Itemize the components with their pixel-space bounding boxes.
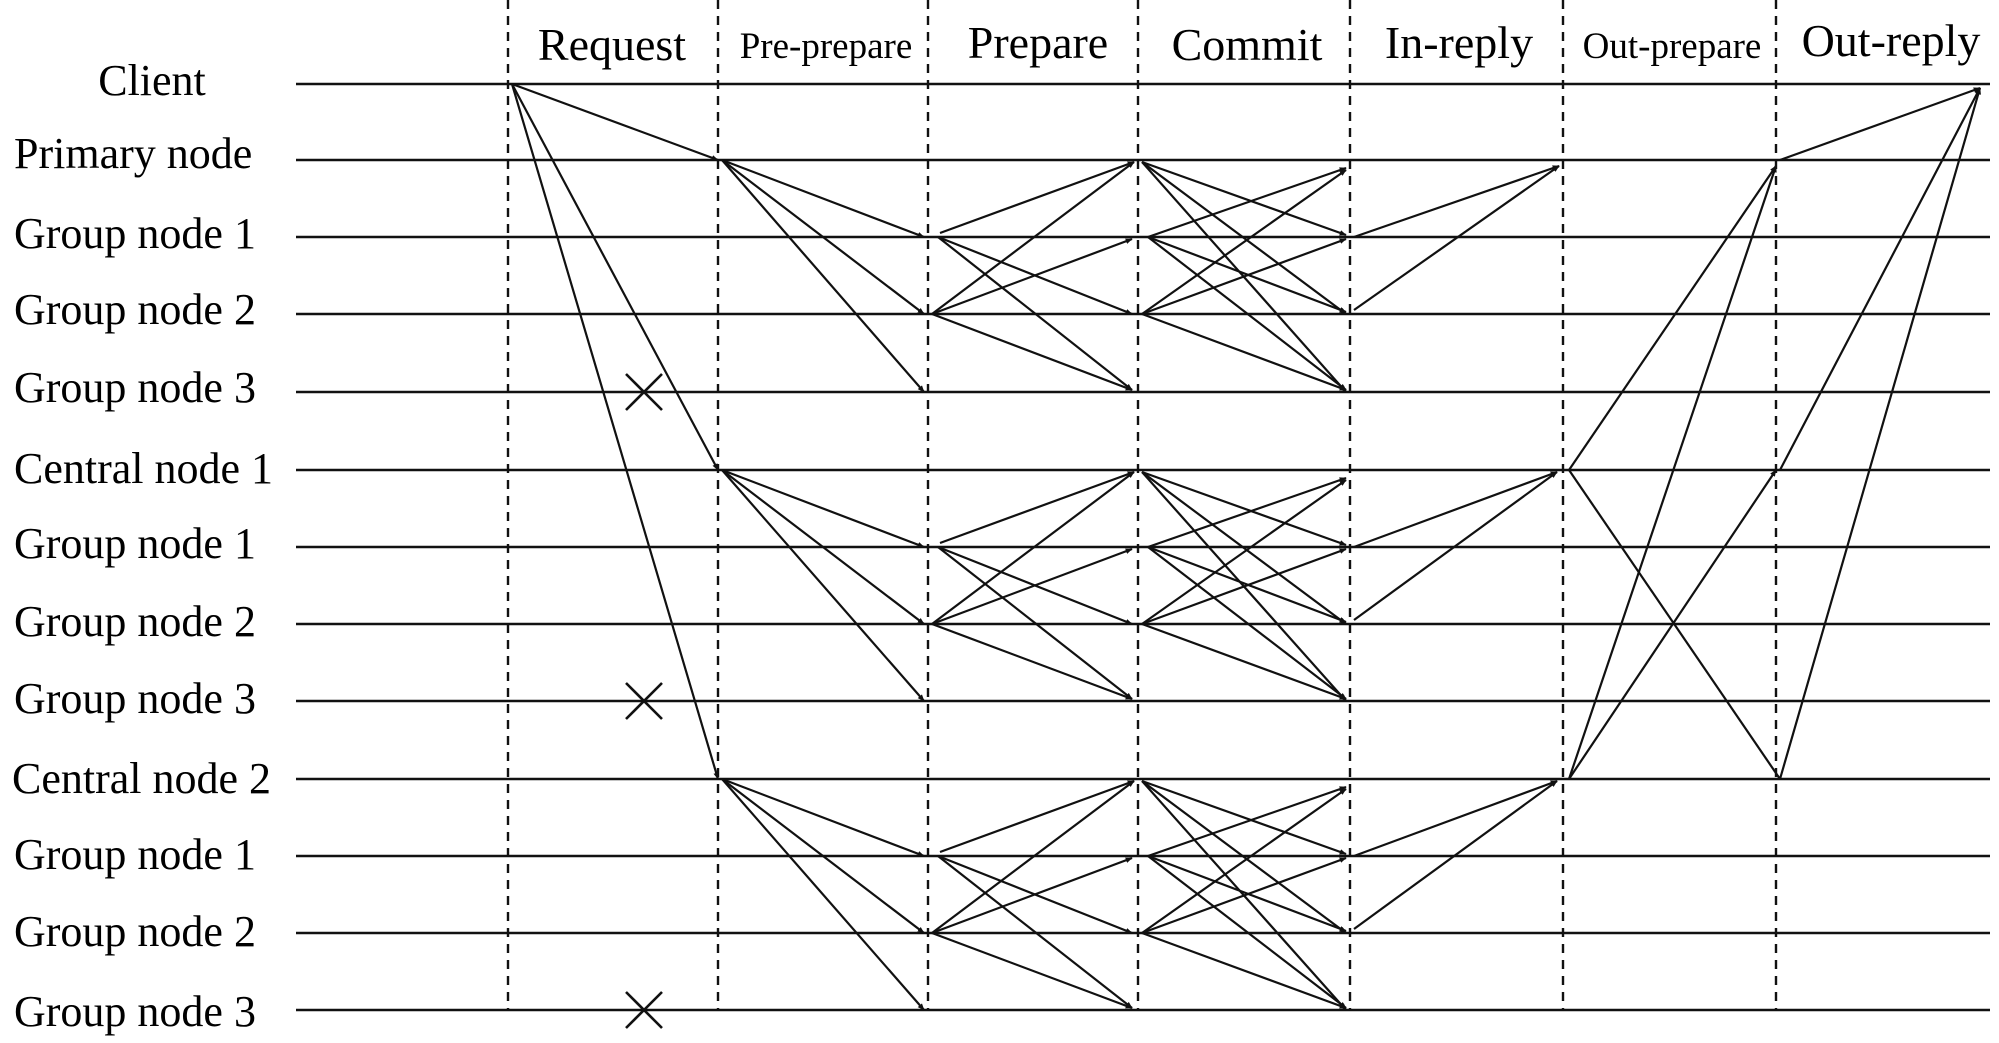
node-label-group-node-2-c: Group node 2	[14, 907, 256, 956]
failure-x-stroke	[625, 373, 663, 411]
message-arrow-2	[510, 83, 720, 780]
failure-markers	[625, 373, 663, 1029]
message-arrow-62	[1353, 780, 1558, 930]
message-arrow-19	[1141, 237, 1347, 316]
phase-boundaries	[506, 0, 1778, 1010]
phase-label-out-reply: Out-reply	[1802, 15, 1981, 66]
message-arrows	[510, 82, 1982, 1011]
message-arrow-33	[1141, 471, 1347, 625]
message-arrow-41	[1353, 470, 1558, 549]
node-label-group-node-1-a: Group node 1	[14, 209, 256, 258]
message-arrow-12	[1141, 160, 1347, 237]
node-label-central-node-1: Central node 1	[14, 444, 273, 493]
message-arrow-44	[721, 778, 925, 934]
message-arrow-9	[931, 161, 1135, 315]
message-arrow-69	[1778, 87, 1982, 780]
message-arrow-30	[931, 547, 1133, 626]
message-arrow-18	[1141, 169, 1347, 315]
message-arrow-29	[931, 471, 1135, 625]
message-arrow-5	[721, 159, 925, 393]
message-arrow-52	[1141, 779, 1347, 856]
message-arrow-28	[937, 546, 1133, 700]
failure-x-icon	[625, 682, 663, 720]
message-arrow-67	[1779, 86, 1981, 162]
message-arrow-11	[931, 312, 1133, 392]
message-arrow-39	[1141, 547, 1347, 626]
failure-x-stroke	[625, 991, 663, 1029]
message-arrow-1	[511, 83, 719, 471]
message-arrow-68	[1779, 87, 1981, 471]
message-arrow-25	[721, 469, 925, 702]
message-arrow-21	[1353, 164, 1560, 239]
node-label-group-node-1-c: Group node 1	[14, 830, 256, 879]
node-label-group-node-3-c: Group node 3	[14, 987, 256, 1036]
node-timelines	[296, 82, 1990, 1012]
message-arrow-22	[1353, 165, 1560, 311]
message-arrow-35	[1147, 476, 1347, 549]
message-arrow-43	[721, 777, 925, 858]
message-arrow-59	[1141, 856, 1347, 935]
node-labels: Client Primary node Group node 1 Group n…	[12, 56, 273, 1036]
message-arrow-46	[939, 779, 1135, 854]
phase-label-pre-prepare: Pre-prepare	[740, 26, 913, 67]
phase-label-out-prepare: Out-prepare	[1583, 26, 1762, 67]
phase-label-request: Request	[538, 19, 686, 70]
message-arrow-63	[1568, 165, 1777, 471]
message-arrow-31	[931, 622, 1133, 701]
message-arrow-32	[1141, 470, 1347, 547]
node-label-group-node-3-a: Group node 3	[14, 363, 256, 412]
failure-x-icon	[625, 373, 663, 411]
node-label-group-node-3-b: Group node 3	[14, 674, 256, 723]
phase-labels: Request Pre-prepare Prepare Commit In-re…	[538, 15, 1981, 70]
message-arrow-24	[721, 469, 925, 625]
node-label-group-node-2-b: Group node 2	[14, 597, 256, 646]
phase-label-prepare: Prepare	[968, 17, 1108, 68]
phase-label-in-reply: In-reply	[1385, 17, 1533, 68]
message-arrow-45	[721, 778, 925, 1011]
node-label-group-node-1-b: Group node 1	[14, 519, 256, 568]
message-arrow-26	[939, 470, 1135, 545]
message-arrow-20	[1141, 312, 1347, 392]
message-arrow-6	[939, 160, 1135, 235]
message-arrow-60	[1141, 931, 1347, 1010]
failure-x-icon	[625, 991, 663, 1029]
message-arrow-4	[721, 159, 925, 315]
message-arrow-37	[1147, 546, 1347, 700]
message-arrow-48	[937, 855, 1133, 1009]
message-arrow-66	[1568, 469, 1781, 780]
message-arrow-13	[1141, 161, 1347, 315]
message-arrow-8	[937, 236, 1133, 391]
message-arrow-61	[1353, 779, 1558, 858]
phase-label-commit: Commit	[1172, 19, 1323, 70]
failure-x-stroke	[625, 682, 663, 720]
message-arrow-42	[1353, 471, 1558, 621]
message-arrow-40	[1141, 622, 1347, 701]
message-arrow-3	[721, 158, 925, 239]
message-arrow-51	[931, 931, 1133, 1010]
message-arrow-58	[1141, 788, 1347, 934]
message-arrow-55	[1147, 785, 1347, 858]
message-arrow-15	[1147, 166, 1347, 239]
node-label-group-node-2-a: Group node 2	[14, 285, 256, 334]
message-arrow-0	[511, 82, 719, 162]
node-label-central-node-2: Central node 2	[12, 754, 271, 803]
message-arrow-49	[931, 780, 1135, 934]
message-arrow-65	[1568, 469, 1777, 780]
message-arrow-50	[931, 856, 1133, 935]
message-arrow-57	[1147, 855, 1347, 1009]
message-arrow-17	[1147, 236, 1347, 391]
node-label-client: Client	[98, 56, 206, 105]
message-arrow-38	[1141, 479, 1347, 625]
message-arrow-53	[1141, 780, 1347, 934]
node-label-primary-node: Primary node	[14, 129, 252, 178]
message-arrow-23	[721, 468, 925, 549]
message-arrow-10	[931, 237, 1133, 316]
message-arrow-64	[1567, 165, 1778, 780]
